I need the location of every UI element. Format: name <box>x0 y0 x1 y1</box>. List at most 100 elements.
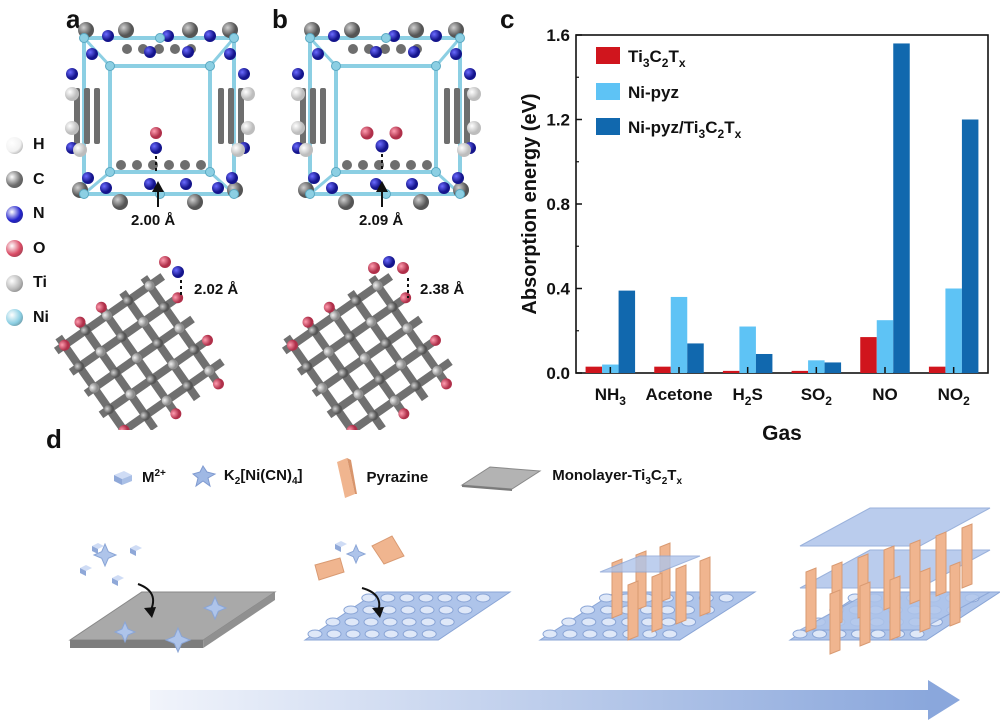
y-tick-label: 0.8 <box>546 195 570 214</box>
x-tick-base: Acetone <box>645 385 712 404</box>
bar <box>893 43 910 373</box>
x-tick-label: NO <box>872 385 898 404</box>
legend-label: Ni-pyz/Ti3C2Tx <box>628 118 742 141</box>
bar <box>687 343 704 373</box>
no2-molecule-b <box>360 126 403 172</box>
monolayer-s2: 2 <box>661 476 668 487</box>
panel-letter-c: c <box>500 4 515 34</box>
k2-mid: [Ni(CN) <box>240 467 292 484</box>
x-tick-label: NO2 <box>938 385 971 408</box>
schematic-stage-4 <box>788 507 1000 655</box>
legend-swatch <box>596 47 620 64</box>
atom-label: Ti <box>33 274 47 292</box>
absorption-energy-chart: 0.0 0.4 0.8 1.2 1.6 Absorption energy (eV) Gas… <box>519 26 989 440</box>
x-tick-sub: 2 <box>745 394 752 408</box>
atom-ball-icon <box>6 240 23 258</box>
x-tick-base: NO <box>872 385 898 404</box>
ti3c2-slab-a <box>53 273 225 430</box>
bar <box>755 353 773 373</box>
x-tick-base: NO <box>938 385 964 404</box>
molecular-structures <box>53 22 481 430</box>
y-axis-label: Absorption energy (eV) <box>519 93 541 314</box>
m2-cube-icon <box>114 471 132 485</box>
legend-pyrazine: Pyrazine <box>333 456 429 498</box>
bar <box>808 360 825 373</box>
atom-label: N <box>33 205 45 223</box>
chart-plot-area: 0.0 0.4 0.8 1.2 1.6 Absorption energy (eV) Gas… <box>519 26 989 440</box>
bar <box>654 366 671 373</box>
x-tick-sub: 3 <box>619 394 626 408</box>
atom-ball-icon <box>6 274 23 292</box>
x-tick-label: SO2 <box>801 385 833 408</box>
atom-legend-row: Ni <box>6 301 49 336</box>
k2-sub1: 2 <box>234 476 241 487</box>
k2-post: ] <box>297 467 303 484</box>
atom-label: O <box>33 239 46 257</box>
atom-legend-row: C <box>6 163 49 198</box>
x-tick-label: NH3 <box>595 385 627 408</box>
bar <box>945 288 962 373</box>
atom-legend-row: H <box>6 128 49 163</box>
x-tick-label: H2S <box>733 385 763 408</box>
atom-label: Ni <box>33 308 49 326</box>
bond-arrow-a <box>152 181 164 207</box>
x-tick-sub: 2 <box>963 394 970 408</box>
ti3c2-slab-b <box>281 273 453 430</box>
bar <box>739 326 756 373</box>
atom-legend-row: N <box>6 197 49 232</box>
growth-schematic <box>68 507 1000 720</box>
pyrazine-block-icon <box>336 458 357 498</box>
distance-label-b-top: 2.09 Å <box>359 212 404 229</box>
x-tick-label: Acetone <box>645 385 712 404</box>
atom-legend-row: Ti <box>6 266 49 301</box>
bar <box>961 119 979 373</box>
x-axis-label: Gas <box>762 422 802 440</box>
legend-label: Ni-pyz <box>628 83 679 102</box>
schematic-stage-2 <box>303 535 512 641</box>
k2-pre: K <box>223 467 235 484</box>
panel-letter-b: b <box>272 4 288 34</box>
atom-ball-icon <box>6 309 23 327</box>
schematic-legend: M2+ K2[Ni(CN)4] Pyrazine Monolayer-Ti3C2… <box>110 455 682 499</box>
bar <box>670 296 688 373</box>
monolayer-s1: 3 <box>645 476 651 487</box>
monolayer-c: C <box>650 467 662 484</box>
atom-ball-icon <box>6 171 23 189</box>
x-tick-base: NH <box>595 385 620 404</box>
bar <box>722 370 740 373</box>
legend-swatch <box>596 118 620 135</box>
schematic-stage-3 <box>538 542 757 641</box>
legend-label: Ti3C2Tx <box>628 47 686 70</box>
y-tick-label: 0.0 <box>546 364 570 383</box>
mof-structure-a <box>65 22 255 210</box>
y-tick-label: 0.4 <box>546 280 570 299</box>
monolayer-s3: x <box>676 476 683 487</box>
no-molecule-a <box>150 127 162 172</box>
k2-sub2: 4 <box>291 476 298 487</box>
legend-m2: M2+ <box>110 467 166 487</box>
panel-letter-d: d <box>46 424 62 454</box>
no-molecule-slab-a <box>159 256 184 298</box>
bar <box>860 337 877 373</box>
progress-arrow <box>150 680 960 720</box>
atom-legend-row: O <box>6 232 49 267</box>
pyrazine-label: Pyrazine <box>366 468 429 486</box>
atom-ball-icon <box>6 205 23 223</box>
x-tick-base: SO <box>801 385 826 404</box>
panel-letter-a: a <box>66 4 81 34</box>
atom-label: H <box>33 136 45 154</box>
m2-label: M <box>142 469 155 486</box>
bar <box>928 366 946 373</box>
monolayer-sheet-icon <box>460 466 542 491</box>
monolayer-t: T <box>667 467 677 484</box>
bar <box>791 370 809 373</box>
bar <box>876 320 894 373</box>
x-tick-base: H <box>733 385 745 404</box>
atom-ball-icon <box>6 136 23 154</box>
schematic-stage-1 <box>68 542 277 654</box>
bar <box>585 366 603 373</box>
distance-label-b-bottom: 2.38 Å <box>420 281 465 298</box>
distance-label-a-top: 2.00 Å <box>131 212 176 229</box>
atom-label: C <box>33 170 45 188</box>
atom-legend: H C N O Ti Ni <box>6 128 49 335</box>
